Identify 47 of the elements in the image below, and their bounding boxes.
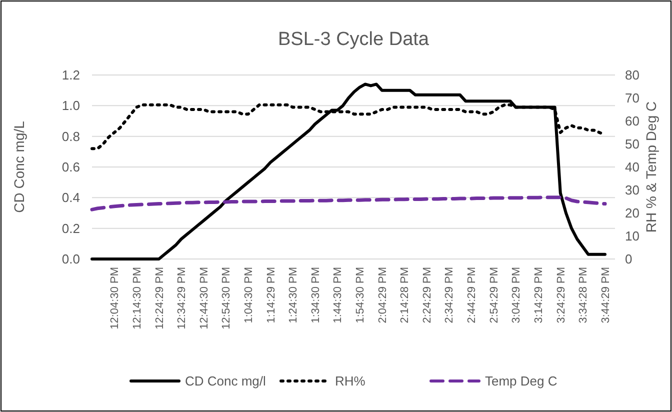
y2-tick-label: 40 (625, 160, 640, 175)
x-tick-label: 3:44:29 PM (600, 267, 612, 324)
x-tick-label: 3:04:29 PM (510, 267, 523, 324)
y-tick-label: 1.2 (62, 68, 80, 83)
y2-tick-label: 10 (625, 228, 640, 244)
y2-tick-label: 30 (625, 182, 640, 198)
legend-label: Temp Deg C (485, 374, 558, 389)
line-series (90, 82, 606, 260)
y2-tick-label: 60 (625, 114, 640, 129)
x-tick-label: 12:04:30 PM (109, 267, 122, 330)
x-tick-label: 1:34:30 PM (310, 267, 322, 324)
x-tick-label: 12:14:30 PM (131, 267, 144, 330)
y2-tick-label: 20 (625, 206, 640, 221)
x-tick-label: 3:24:29 PM (555, 267, 568, 324)
x-tick-label: 1:54:30 PM (354, 267, 366, 324)
y-tick-label: 0.6 (62, 160, 80, 175)
y2-axis-title: RH % & Temp Deg C (643, 101, 659, 233)
chart-title: BSL-3 Cycle Data (278, 29, 430, 50)
x-tick-label: 2:24:29 PM (421, 267, 434, 324)
y-tick-label: 0.0 (62, 252, 80, 267)
legend-label: RH% (335, 374, 366, 389)
y-tick-label: 0.2 (62, 220, 80, 236)
x-tick-label: 2:34:29 PM (444, 267, 456, 324)
x-tick-label: 12:24:29 PM (154, 267, 166, 330)
x-tick-label: 3:34:28 PM (578, 267, 590, 324)
x-tick-label: 12:54:30 PM (220, 267, 233, 330)
x-tick-label: 12:34:29 PM (176, 267, 188, 330)
y2-tick-label: 80 (625, 68, 640, 83)
x-tick-label: 2:14:28 PM (399, 267, 412, 324)
y-tick-label: 1.0 (62, 98, 80, 114)
legend-label: CD Conc mg/l (185, 374, 266, 389)
x-tick-label: 2:44:29 PM (466, 267, 478, 324)
y-tick-label: 0.8 (62, 128, 80, 144)
y2-tick-label: 0 (625, 252, 632, 267)
x-tick-label: 1:24:30 PM (288, 267, 300, 324)
x-tick-label: 1:14:29 PM (265, 267, 278, 324)
y-tick-label: 0.4 (62, 190, 80, 206)
x-tick-label: 1:04:30 PM (242, 267, 255, 324)
x-tick-label: 1:44:30 PM (332, 267, 344, 324)
line-series (90, 196, 607, 212)
x-tick-label: 2:54:29 PM (488, 267, 500, 324)
y2-tick-label: 50 (625, 136, 640, 152)
y-axis-title: CD Conc mg/L (11, 120, 27, 213)
y2-tick-label: 70 (625, 90, 640, 106)
x-tick-label: 12:44:30 PM (198, 267, 210, 330)
x-tick-label: 2:04:29 PM (376, 267, 389, 324)
x-tick-label: 3:14:29 PM (532, 267, 545, 324)
